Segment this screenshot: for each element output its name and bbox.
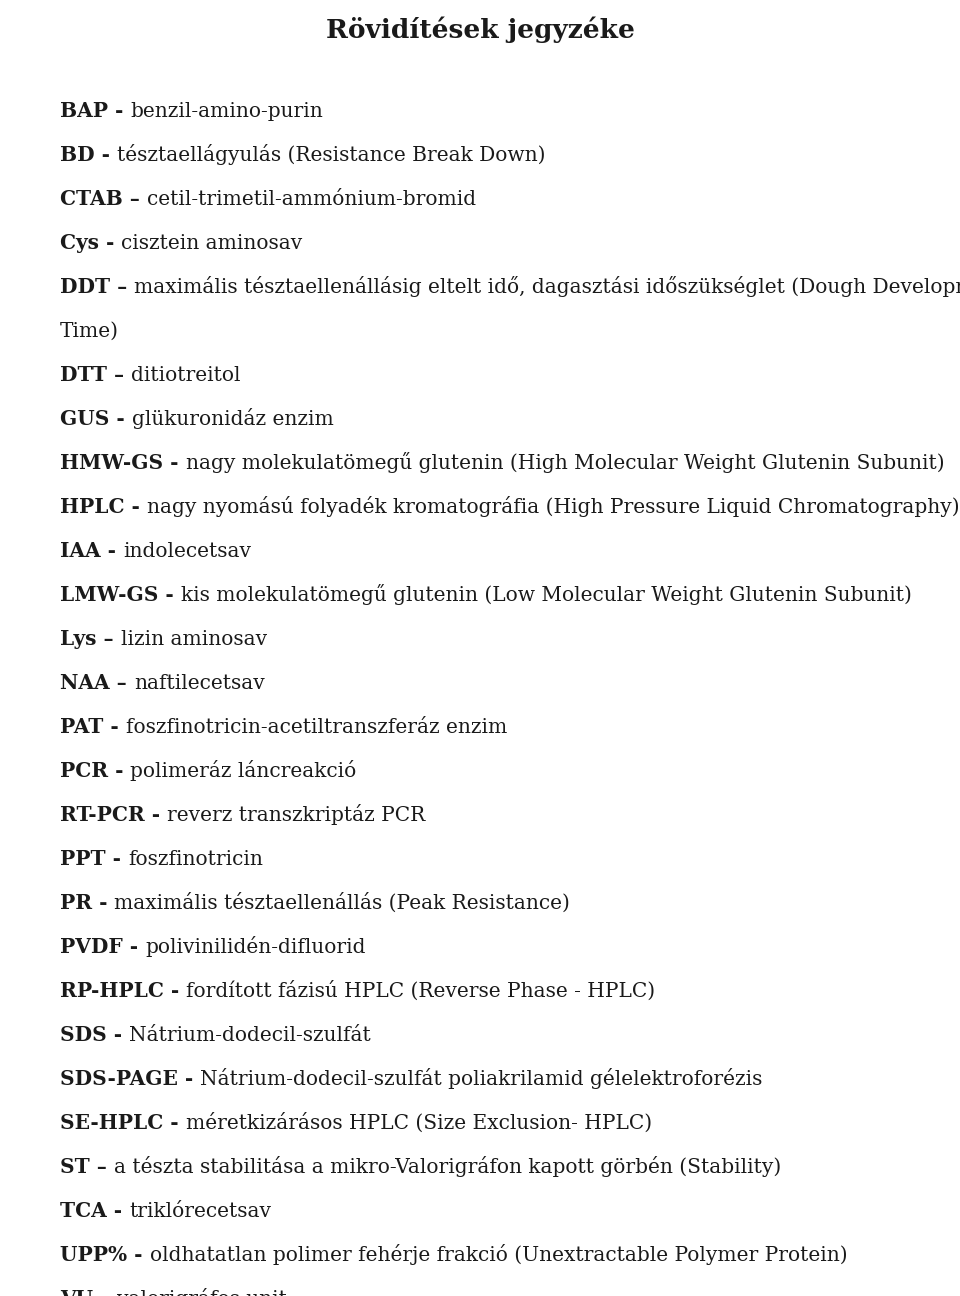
Text: TCA -: TCA - bbox=[60, 1201, 130, 1221]
Text: HMW-GS -: HMW-GS - bbox=[60, 454, 185, 473]
Text: Nátrium-dodecil-szulfát poliakrilamid gélelektroforézis: Nátrium-dodecil-szulfát poliakrilamid gé… bbox=[201, 1068, 762, 1089]
Text: méretkizárásos HPLC (Size Exclusion- HPLC): méretkizárásos HPLC (Size Exclusion- HPL… bbox=[185, 1113, 652, 1133]
Text: maximális tésztaellenállásig eltelt idő, dagasztási időszükséglet (Dough Develop: maximális tésztaellenállásig eltelt idő,… bbox=[134, 276, 960, 297]
Text: SDS -: SDS - bbox=[60, 1025, 130, 1045]
Text: naftilecetsav: naftilecetsav bbox=[133, 674, 265, 693]
Text: Cys -: Cys - bbox=[60, 233, 121, 253]
Text: valorigráfos unit: valorigráfos unit bbox=[117, 1288, 287, 1296]
Text: benzil-amino-purin: benzil-amino-purin bbox=[131, 102, 324, 122]
Text: maximális tésztaellenállás (Peak Resistance): maximális tésztaellenállás (Peak Resista… bbox=[114, 893, 570, 914]
Text: RP-HPLC -: RP-HPLC - bbox=[60, 981, 186, 1002]
Text: VU –: VU – bbox=[60, 1290, 117, 1296]
Text: foszfinotricin: foszfinotricin bbox=[128, 850, 263, 870]
Text: Nátrium-dodecil-szulfát: Nátrium-dodecil-szulfát bbox=[130, 1026, 371, 1045]
Text: SE-HPLC -: SE-HPLC - bbox=[60, 1113, 185, 1133]
Text: DDT –: DDT – bbox=[60, 277, 134, 297]
Text: SDS-PAGE -: SDS-PAGE - bbox=[60, 1069, 201, 1089]
Text: DTT –: DTT – bbox=[60, 365, 132, 385]
Text: oldhatatlan polimer fehérje frakció (Unextractable Polymer Protein): oldhatatlan polimer fehérje frakció (Une… bbox=[150, 1244, 847, 1265]
Text: triklórecetsav: triklórecetsav bbox=[130, 1203, 271, 1221]
Text: polivinilidén-difluorid: polivinilidén-difluorid bbox=[145, 936, 366, 958]
Text: LMW-GS -: LMW-GS - bbox=[60, 586, 180, 605]
Text: BD -: BD - bbox=[60, 145, 117, 165]
Text: Lys –: Lys – bbox=[60, 629, 121, 649]
Text: PVDF -: PVDF - bbox=[60, 937, 145, 958]
Text: glükuronidáz enzim: glükuronidáz enzim bbox=[132, 408, 333, 429]
Text: cetil-trimetil-ammónium-bromid: cetil-trimetil-ammónium-bromid bbox=[147, 191, 476, 209]
Text: Time): Time) bbox=[60, 323, 119, 341]
Text: UPP% -: UPP% - bbox=[60, 1245, 150, 1265]
Text: a tészta stabilitása a mikro-Valorigráfon kapott görbén (Stability): a tészta stabilitása a mikro-Valorigráfo… bbox=[114, 1156, 781, 1177]
Text: Rövidítések jegyzéke: Rövidítések jegyzéke bbox=[325, 17, 635, 43]
Text: GUS -: GUS - bbox=[60, 410, 132, 429]
Text: PPT -: PPT - bbox=[60, 849, 128, 870]
Text: kis molekulatömegű glutenin (Low Molecular Weight Glutenin Subunit): kis molekulatömegű glutenin (Low Molecul… bbox=[180, 584, 912, 605]
Text: BAP -: BAP - bbox=[60, 101, 131, 122]
Text: nagy molekulatömegű glutenin (High Molecular Weight Glutenin Subunit): nagy molekulatömegű glutenin (High Molec… bbox=[185, 452, 944, 473]
Text: RT-PCR -: RT-PCR - bbox=[60, 805, 167, 826]
Text: ditiotreitol: ditiotreitol bbox=[132, 367, 241, 385]
Text: IAA -: IAA - bbox=[60, 542, 123, 561]
Text: NAA –: NAA – bbox=[60, 673, 133, 693]
Text: tésztaellágyulás (Resistance Break Down): tésztaellágyulás (Resistance Break Down) bbox=[117, 144, 545, 165]
Text: lizin aminosav: lizin aminosav bbox=[121, 630, 267, 649]
Text: PR -: PR - bbox=[60, 893, 114, 914]
Text: nagy nyomású folyadék kromatográfia (High Pressure Liquid Chromatography): nagy nyomású folyadék kromatográfia (Hig… bbox=[147, 496, 959, 517]
Text: HPLC -: HPLC - bbox=[60, 498, 147, 517]
Text: reverz transzkriptáz PCR: reverz transzkriptáz PCR bbox=[167, 805, 425, 826]
Text: PAT -: PAT - bbox=[60, 717, 126, 737]
Text: cisztein aminosav: cisztein aminosav bbox=[121, 235, 302, 253]
Text: polimeráz láncreakció: polimeráz láncreakció bbox=[131, 761, 357, 781]
Text: CTAB –: CTAB – bbox=[60, 189, 147, 209]
Text: ST –: ST – bbox=[60, 1157, 114, 1177]
Text: fordított fázisú HPLC (Reverse Phase - HPLC): fordított fázisú HPLC (Reverse Phase - H… bbox=[186, 981, 656, 1002]
Text: PCR -: PCR - bbox=[60, 761, 131, 781]
Text: indolecetsav: indolecetsav bbox=[123, 542, 251, 561]
Text: foszfinotricin-acetiltranszferáz enzim: foszfinotricin-acetiltranszferáz enzim bbox=[126, 718, 507, 737]
